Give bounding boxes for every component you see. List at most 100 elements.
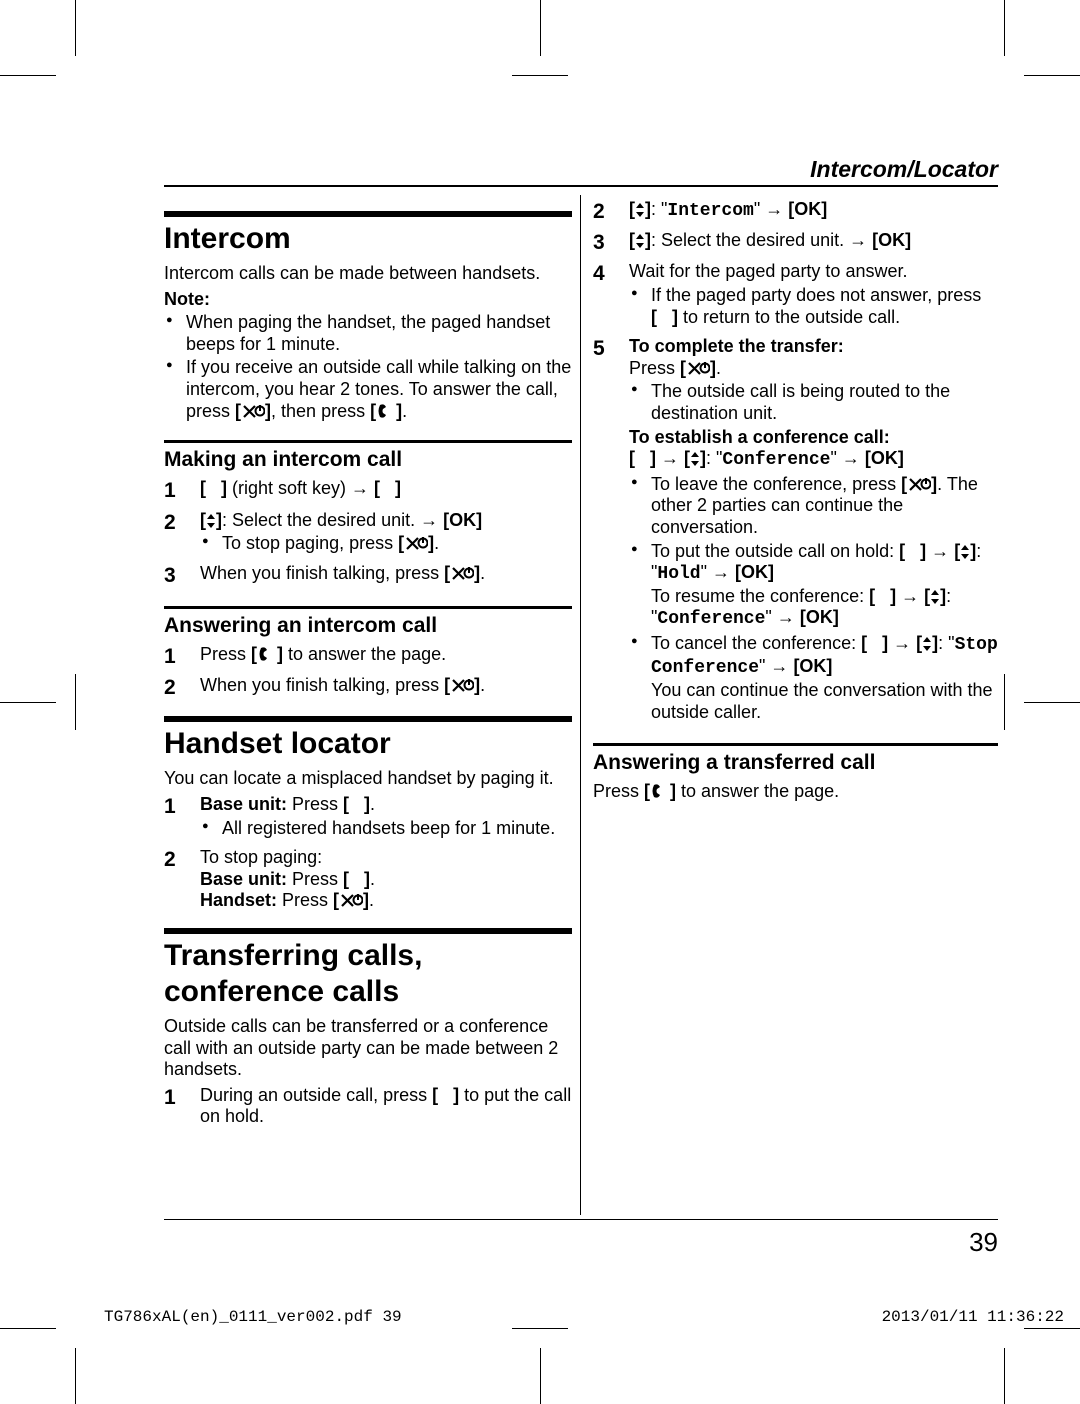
text: to answer the page.: [283, 644, 446, 664]
updown-icon: [922, 637, 932, 651]
text: →: [888, 633, 916, 653]
footer-text: TG786xAL(en)_0111_ver002.pdf 39 2013/01/…: [104, 1308, 1064, 1326]
crop-mark: [75, 0, 76, 56]
step: 3 When you finish talking, press [].: [164, 563, 572, 588]
left-column: Intercom Intercom calls can be made betw…: [164, 195, 581, 1215]
footer-file: TG786xAL(en)_0111_ver002.pdf 39: [104, 1308, 402, 1326]
paragraph: You can locate a misplaced handset by pa…: [164, 768, 572, 790]
note-list: When paging the handset, the paged hands…: [164, 312, 572, 422]
text: The outside call is being routed to the …: [651, 381, 950, 423]
heading-answering-transfer: Answering a transferred call: [593, 743, 998, 775]
step: 1 Base unit: Press [ ]. All registered h…: [164, 794, 572, 841]
key-bracket: []: [200, 510, 222, 530]
text: " →: [765, 607, 799, 627]
updown-icon: [635, 203, 645, 217]
heading-answering-call: Answering an intercom call: [164, 606, 572, 638]
end-call-icon: [450, 565, 474, 581]
menu-text: Intercom: [667, 201, 753, 221]
sub-list: All registered handsets beep for 1 minut…: [200, 818, 572, 840]
steps-transfer-cont: 2 []: "Intercom" → [OK] 3 []: Select the…: [593, 199, 998, 725]
ok-key: [OK]: [443, 510, 482, 530]
text: Press: [292, 794, 343, 814]
step-number: 3: [164, 563, 200, 588]
crop-mark: [0, 1328, 56, 1329]
step: 1 During an outside call, press [ ] to p…: [164, 1085, 572, 1128]
step-body: []: "Intercom" → [OK]: [629, 199, 998, 223]
paragraph: Press [] to answer the page.: [593, 781, 998, 803]
call-icon: [650, 783, 670, 799]
crop-mark: [512, 1328, 568, 1329]
step-number: 3: [593, 230, 629, 255]
crop-mark: [512, 75, 568, 76]
crop-mark: [1004, 674, 1005, 730]
key-bracket: []: [444, 563, 480, 583]
ok-key: [OK]: [793, 656, 832, 676]
crop-mark: [0, 75, 56, 76]
key-bracket: [ ]: [343, 794, 370, 814]
key-bracket: []: [954, 541, 976, 561]
step-number: 1: [164, 1085, 200, 1110]
text: You can continue the conversation with t…: [651, 680, 993, 722]
text: To cancel the conference:: [651, 633, 861, 653]
end-call-icon: [339, 892, 363, 908]
step-number: 2: [164, 847, 200, 872]
text: To stop paging, press: [222, 533, 398, 553]
crop-mark: [1024, 702, 1080, 703]
key-bracket: []: [251, 644, 283, 664]
heading-making-call: Making an intercom call: [164, 440, 572, 472]
ok-key: [OK]: [872, 230, 911, 250]
section-rule: [164, 716, 572, 722]
label: Handset:: [200, 890, 282, 910]
end-call-icon: [686, 360, 710, 376]
crop-mark: [1004, 0, 1005, 56]
end-call-icon: [241, 403, 265, 419]
key-bracket: []: [629, 199, 651, 219]
text: to answer the page.: [676, 781, 839, 801]
step-body: []: Select the desired unit. → [OK]: [629, 230, 998, 252]
text: " →: [701, 562, 735, 582]
heading-intercom: Intercom: [164, 221, 572, 257]
step-body: Press [] to answer the page.: [200, 644, 572, 666]
sub-list: If the paged party does not answer, pres…: [629, 285, 998, 328]
text: All registered handsets beep for 1 minut…: [222, 818, 555, 838]
step-body: When you finish talking, press [].: [200, 563, 572, 585]
text: Press: [200, 644, 251, 664]
section-rule: [164, 211, 572, 217]
menu-text: Hold: [657, 564, 700, 584]
end-call-icon: [907, 476, 931, 492]
label: Base unit:: [200, 794, 292, 814]
list-item: If the paged party does not answer, pres…: [629, 285, 998, 328]
ok-key: [OK]: [735, 562, 774, 582]
key-bracket: []: [924, 586, 946, 606]
note-label: Note:: [164, 289, 572, 311]
sub-heading: To establish a conference call:: [629, 427, 890, 447]
right-column: 2 []: "Intercom" → [OK] 3 []: Select the…: [581, 195, 998, 1215]
key-bracket: []: [680, 358, 716, 378]
label: Base unit:: [200, 869, 292, 889]
key-bracket: [ ]: [899, 541, 926, 561]
text: : ": [938, 633, 954, 653]
text: Press: [292, 869, 343, 889]
key-bracket: []: [235, 401, 271, 421]
text: When you finish talking, press: [200, 675, 444, 695]
ok-key: [OK]: [800, 607, 839, 627]
updown-icon: [635, 234, 645, 248]
key-bracket: []: [444, 675, 480, 695]
text: Press: [593, 781, 644, 801]
step: 4 Wait for the paged party to answer. If…: [593, 261, 998, 330]
heading-locator: Handset locator: [164, 726, 572, 762]
text: During an outside call, press: [200, 1085, 432, 1105]
step-body: Wait for the paged party to answer. If t…: [629, 261, 998, 330]
text: : ": [706, 448, 722, 468]
step: 1 Press [] to answer the page.: [164, 644, 572, 669]
header-rule: [164, 185, 998, 187]
step: 2 []: Select the desired unit. → [OK] To…: [164, 510, 572, 557]
step: 3 []: Select the desired unit. → [OK]: [593, 230, 998, 255]
text: Press: [282, 890, 333, 910]
content-area: Intercom/Locator Intercom Intercom calls…: [164, 156, 998, 1248]
menu-text: Conference: [722, 450, 830, 470]
crop-mark: [1024, 1328, 1080, 1329]
key-bracket: []: [370, 401, 402, 421]
step-number: 2: [164, 510, 200, 535]
key-bracket: []: [629, 230, 651, 250]
